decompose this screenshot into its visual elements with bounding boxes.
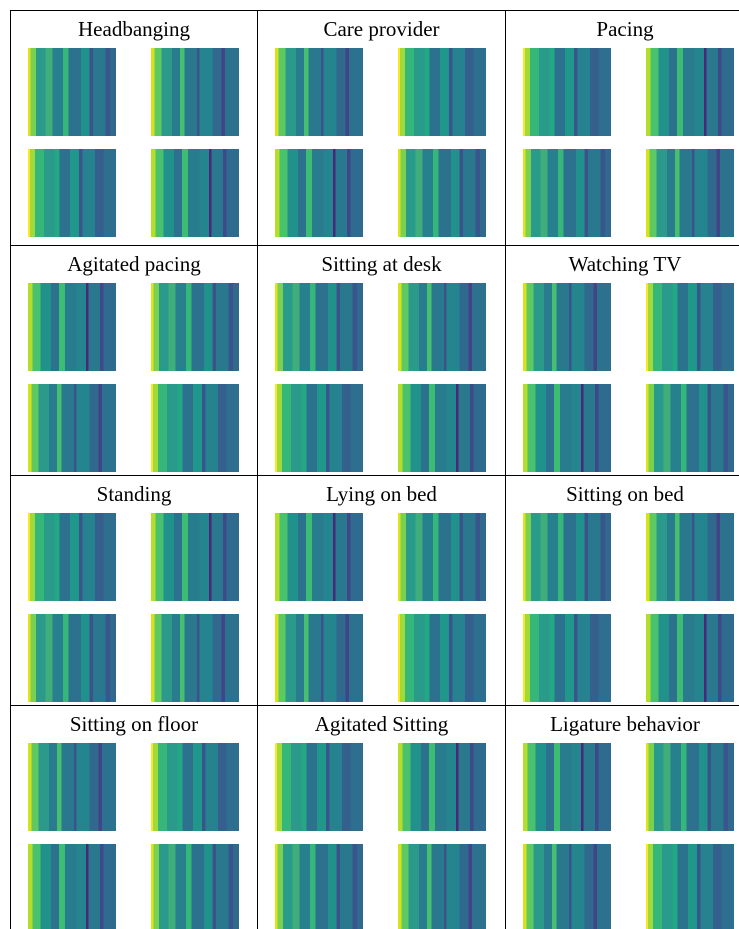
panel-title: Sitting on floor	[11, 712, 257, 737]
spectrogram	[28, 283, 116, 371]
panel-title: Care provider	[258, 17, 505, 42]
panel: Ligature behavior	[505, 705, 739, 929]
spectrogram	[646, 614, 734, 702]
spectrogram	[646, 149, 734, 237]
spectrogram	[151, 844, 239, 929]
spectrogram	[28, 614, 116, 702]
spectrogram	[646, 743, 734, 831]
spectrogram	[151, 48, 239, 136]
spectrogram	[398, 283, 486, 371]
spectrogram	[646, 384, 734, 472]
spectrogram	[28, 149, 116, 237]
spectrogram	[275, 513, 363, 601]
spectrogram	[151, 283, 239, 371]
panel: Care provider	[257, 10, 505, 245]
spectrogram	[523, 513, 611, 601]
spectrogram	[523, 48, 611, 136]
panel-title: Pacing	[506, 17, 739, 42]
spectrogram	[275, 614, 363, 702]
spectrogram	[523, 384, 611, 472]
spectrogram	[28, 743, 116, 831]
panel: Standing	[10, 475, 257, 705]
spectrogram	[523, 149, 611, 237]
panel: Watching TV	[505, 245, 739, 475]
panel: Sitting at desk	[257, 245, 505, 475]
panel-title: Standing	[11, 482, 257, 507]
panel: Agitated Sitting	[257, 705, 505, 929]
panel-title: Agitated pacing	[11, 252, 257, 277]
spectrogram	[523, 844, 611, 929]
spectrogram	[275, 384, 363, 472]
spectrogram	[28, 844, 116, 929]
spectrogram	[523, 283, 611, 371]
spectrogram	[398, 614, 486, 702]
spectrogram	[28, 48, 116, 136]
panel: Agitated pacing	[10, 245, 257, 475]
panel-title: Ligature behavior	[506, 712, 739, 737]
spectrogram	[275, 743, 363, 831]
spectrogram	[398, 149, 486, 237]
spectrogram	[398, 844, 486, 929]
spectrogram	[275, 283, 363, 371]
spectrogram	[646, 48, 734, 136]
panel-title: Agitated Sitting	[258, 712, 505, 737]
spectrogram	[275, 149, 363, 237]
panel-title: Headbanging	[11, 17, 257, 42]
spectrogram	[646, 844, 734, 929]
panel: Sitting on floor	[10, 705, 257, 929]
spectrogram	[523, 614, 611, 702]
spectrogram	[275, 48, 363, 136]
spectrogram	[151, 149, 239, 237]
spectrogram	[275, 844, 363, 929]
spectrogram	[398, 743, 486, 831]
spectrogram	[151, 384, 239, 472]
spectrogram	[646, 513, 734, 601]
spectrogram	[28, 384, 116, 472]
panel-title: Sitting on bed	[506, 482, 739, 507]
panel: Pacing	[505, 10, 739, 245]
panel-title: Lying on bed	[258, 482, 505, 507]
panel: Sitting on bed	[505, 475, 739, 705]
spectrogram	[151, 513, 239, 601]
spectrogram	[523, 743, 611, 831]
spectrogram	[28, 513, 116, 601]
panel-title: Watching TV	[506, 252, 739, 277]
spectrogram	[151, 614, 239, 702]
figure: HeadbangingCare providerPacing Agitated p…	[0, 0, 739, 929]
spectrogram	[398, 384, 486, 472]
panel: Headbanging	[10, 10, 257, 245]
panel-title: Sitting at desk	[258, 252, 505, 277]
spectrogram	[398, 48, 486, 136]
spectrogram	[151, 743, 239, 831]
spectrogram	[646, 283, 734, 371]
spectrogram	[398, 513, 486, 601]
panel: Lying on bed	[257, 475, 505, 705]
